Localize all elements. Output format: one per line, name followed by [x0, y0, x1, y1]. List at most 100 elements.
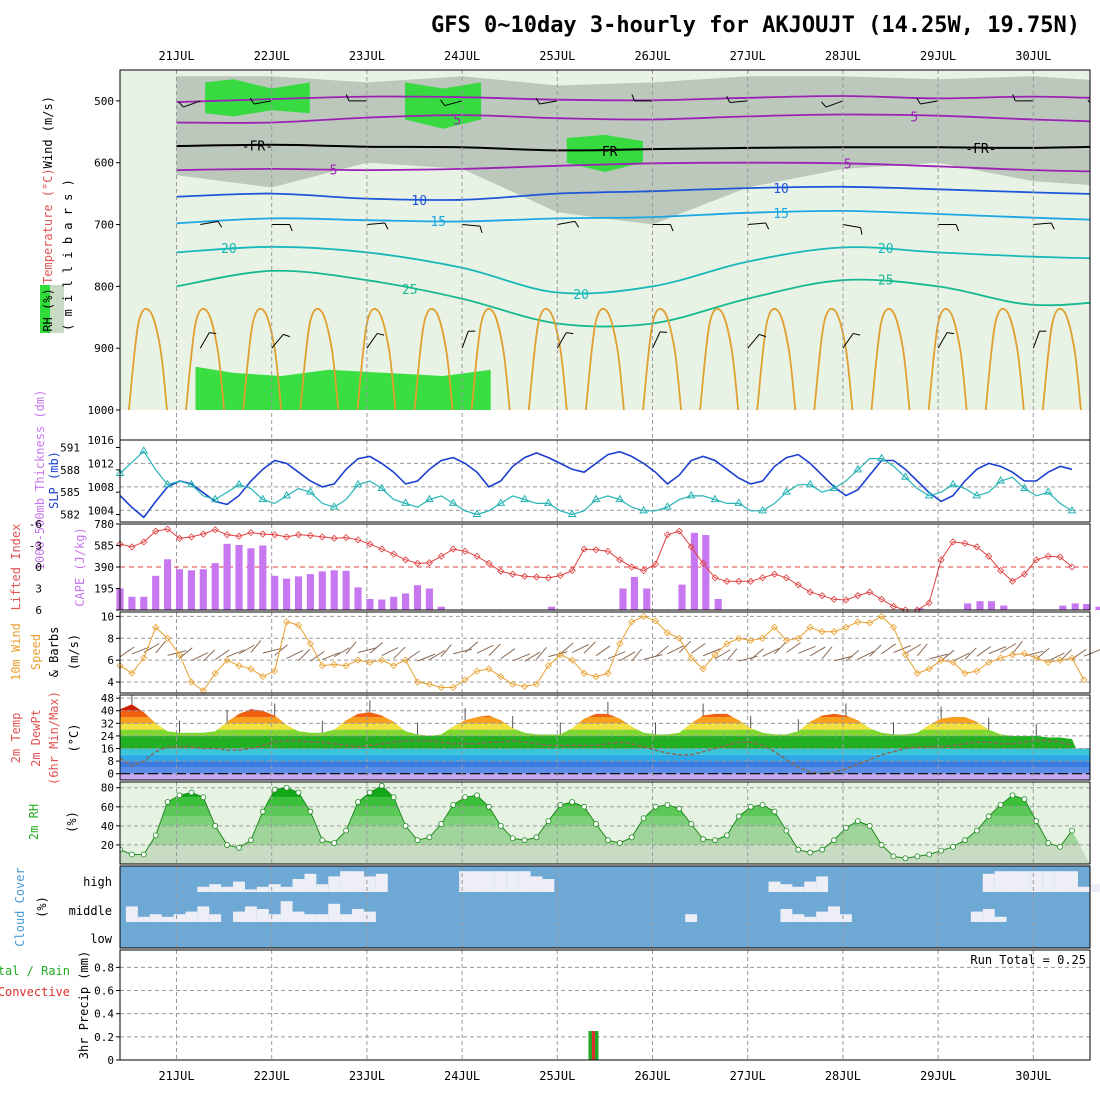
thickness-point-marker — [972, 490, 982, 499]
lifted-index-marker — [306, 531, 314, 540]
rh2m-ytick-label: 40 — [101, 820, 114, 833]
middle-cloud-bar — [340, 914, 353, 922]
wind-barb — [536, 647, 547, 660]
thickness-point-marker — [1043, 487, 1053, 495]
wind-speed-marker — [235, 662, 243, 670]
top-date-label: 25JUL — [539, 49, 575, 63]
thickness-point-marker — [686, 490, 696, 499]
wind-speed-marker — [735, 634, 743, 642]
thickness-ytick-label: 591 — [60, 441, 80, 454]
cape-bar — [271, 575, 279, 610]
wind-barb — [747, 334, 760, 349]
wind-barb-flag — [820, 101, 827, 108]
wind-barb — [444, 100, 463, 107]
lifted-index-marker — [925, 599, 933, 607]
contour-label: FR — [602, 145, 618, 160]
wind-barb — [631, 648, 643, 662]
lifted-index-marker — [806, 588, 814, 596]
middle-cloud-bar — [137, 916, 150, 922]
wind-barb — [842, 224, 861, 229]
high-cloud-bar — [316, 884, 329, 892]
wind-barb — [559, 642, 574, 655]
high-cloud-bar — [816, 876, 829, 892]
lifted-index-marker — [485, 559, 493, 567]
lifted-index-marker — [497, 567, 505, 575]
slp-ytick-label: 1012 — [88, 457, 115, 470]
rh2m-ytick-label: 80 — [101, 782, 114, 795]
rh-point-marker — [1069, 827, 1075, 834]
rh-band — [120, 844, 1090, 864]
wind-speed-marker — [366, 658, 374, 666]
temp2m-border — [119, 694, 1091, 781]
cape-bar — [619, 588, 627, 610]
rh-point-marker — [938, 847, 944, 854]
cold-temperature-band — [120, 767, 1090, 774]
wind-barb-flag — [249, 97, 255, 105]
rh-band — [566, 134, 643, 172]
rh-axis-label: RH (%) — [41, 288, 55, 331]
rh-point-marker — [545, 818, 552, 824]
wind-barb — [916, 643, 928, 657]
lifted-index-marker — [770, 570, 779, 578]
warm-temperature-band — [120, 735, 1090, 749]
wind-barb — [253, 100, 272, 105]
cape-tick-label: 780 — [94, 518, 114, 531]
wind-barb — [462, 224, 481, 227]
wind-speed-marker — [544, 662, 552, 670]
wind-speed-marker — [747, 636, 755, 645]
cape-bar — [702, 535, 710, 610]
upper-air-ytick-label: 500 — [94, 95, 114, 108]
lifted-index-marker — [675, 527, 683, 535]
upper-air-ytick-label: 900 — [94, 342, 114, 355]
thickness-axis-label: 1000-500mb Thickness (dm) — [33, 390, 47, 571]
thickness-point-marker — [853, 464, 863, 473]
thickness-point-marker — [948, 479, 958, 488]
wind10m-ytick-label: 10 — [101, 610, 114, 623]
temp-axis-label-units-part: (°C) — [67, 724, 81, 753]
rh-point-marker — [1057, 843, 1063, 850]
thickness-point-marker — [139, 446, 149, 454]
rh-point-marker — [120, 846, 123, 853]
wind-barb — [199, 332, 210, 349]
high-cloud-bar — [209, 884, 222, 892]
rh-point-marker — [569, 799, 576, 805]
millibars-axis-label: ( m i l l i b a r s ) — [61, 179, 75, 331]
upper-air-ytick-label: 800 — [94, 280, 114, 293]
wind-speed-marker — [925, 665, 933, 673]
contour-label: 5 — [844, 157, 852, 172]
cape-bar — [548, 606, 556, 610]
precip-ytick-label: 0.2 — [94, 1031, 114, 1044]
lifted-index-marker — [580, 545, 588, 553]
wind-speed-marker — [140, 654, 148, 662]
cape-bar — [211, 563, 219, 610]
wind-speed-marker — [1020, 650, 1028, 658]
wind-speed-marker — [259, 673, 267, 681]
thickness-point-marker — [448, 498, 458, 506]
rh-point-marker — [188, 789, 195, 796]
middle-cloud-bar — [780, 909, 793, 922]
precip-ytick-label: 0 — [107, 1054, 114, 1067]
middle-cloud-bar — [982, 909, 995, 922]
lifted-index-marker — [937, 556, 945, 564]
middle-cloud-bar — [149, 914, 162, 922]
slp-axis-label: SLP (mb) — [47, 451, 61, 509]
temperature-contour-hot — [870, 307, 911, 410]
cape-bar — [1071, 603, 1079, 610]
wind-speed-line — [119, 615, 1085, 692]
cape-bar — [354, 587, 362, 610]
high-cloud-bar — [804, 881, 817, 892]
middle-cloud-bar — [970, 911, 983, 922]
rh-point-marker — [616, 840, 623, 846]
rh-point-marker — [819, 846, 825, 853]
cloud-axis-label-part: Cloud Cover — [13, 867, 27, 946]
rh-point-marker — [724, 832, 730, 839]
wind-barb-flag — [670, 224, 674, 232]
wind-axis-label-1-part: 10m Wind — [9, 623, 23, 681]
wind-barb-flag — [566, 332, 574, 335]
high-cloud-bar — [280, 886, 293, 892]
wind-barb — [345, 641, 357, 655]
wind-barb-flag — [726, 95, 731, 103]
cape-tick-label: 195 — [94, 583, 114, 596]
rh-point-marker — [581, 803, 587, 810]
high-cloud-bar — [494, 871, 507, 892]
